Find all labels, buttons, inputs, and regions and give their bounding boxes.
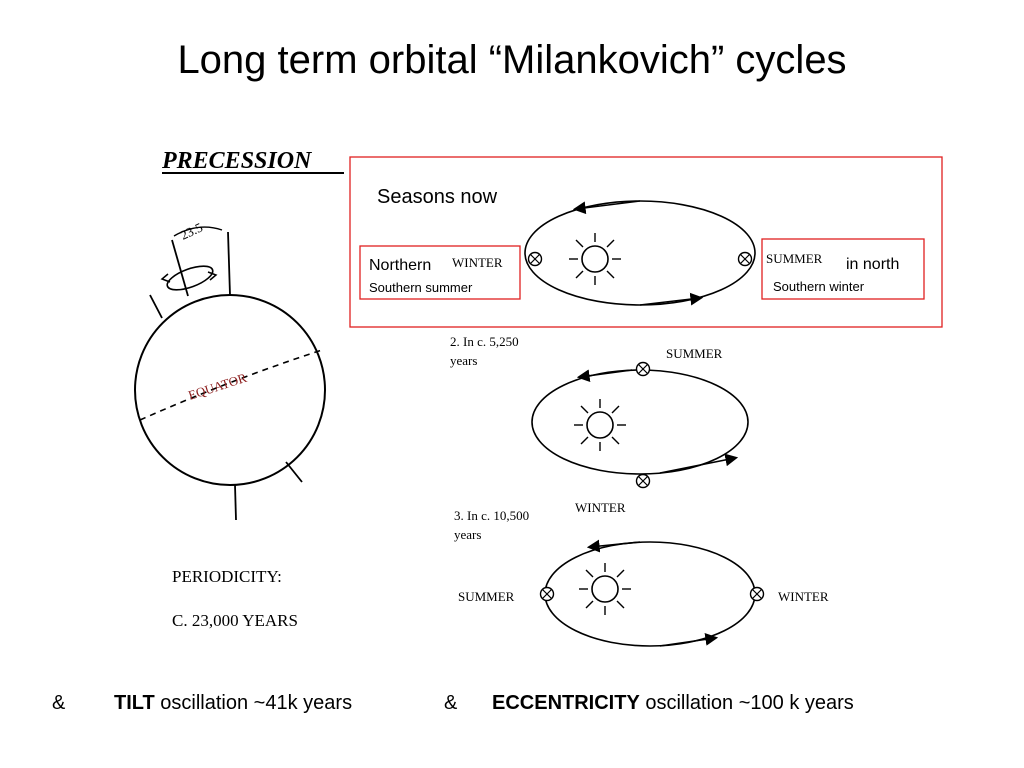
footer-tilt-text: oscillation ~41k years bbox=[160, 692, 353, 714]
periodicity-label: PERIODICITY: bbox=[172, 567, 282, 586]
orbit-now bbox=[524, 200, 756, 306]
axis-bottom-1 bbox=[234, 484, 237, 521]
orbit-now-arrow-bottom bbox=[639, 292, 704, 306]
slide-title: Long term orbital “Milankovich” cycles bbox=[177, 38, 847, 82]
precession-arrow-left bbox=[160, 273, 171, 283]
left-winter-label: WINTER bbox=[452, 255, 503, 270]
axis-tick-left bbox=[149, 294, 163, 319]
periodicity-value: C. 23,000 YEARS bbox=[172, 611, 298, 630]
right-summer-label: SUMMER bbox=[766, 251, 823, 266]
seasons-now-box bbox=[349, 156, 943, 328]
sun-icon-stage2 bbox=[574, 399, 626, 451]
earth-marker-stage3-right-icon bbox=[749, 586, 765, 602]
orbit-stage2-arrow-bottom bbox=[659, 453, 739, 474]
earth-marker-stage2-bottom-icon bbox=[635, 473, 651, 489]
stage2-caption-line1: 2. In c. 5,250 bbox=[450, 334, 519, 349]
vertical-axis-top bbox=[227, 231, 231, 296]
orbit-now-arrow-top bbox=[572, 200, 641, 215]
in-north-label: in north bbox=[846, 256, 899, 273]
footer-eccentricity: ECCENTRICITY bbox=[492, 692, 640, 714]
summer-in-north-box bbox=[761, 238, 925, 300]
tilted-axis-top bbox=[171, 239, 189, 297]
northern-winter-box bbox=[359, 245, 521, 300]
footer-tilt: TILT bbox=[114, 692, 155, 714]
seasons-now-heading: Seasons now bbox=[377, 186, 498, 208]
southern-winter-label: Southern winter bbox=[773, 279, 865, 294]
footer-tilt-group: TILT oscillation ~41k years bbox=[114, 692, 352, 715]
earth-marker-left-icon bbox=[527, 251, 543, 267]
equator-line bbox=[139, 349, 323, 421]
footer-eccentricity-text: oscillation ~100 k years bbox=[645, 692, 854, 714]
sun-icon bbox=[569, 233, 621, 285]
stage3-caption-line2: years bbox=[454, 527, 481, 542]
precession-ellipse bbox=[166, 265, 214, 291]
footer-eccentricity-group: ECCENTRICITY oscillation ~100 k years bbox=[492, 692, 854, 715]
axis-bottom-2 bbox=[285, 461, 303, 483]
earth-marker-stage2-top-icon bbox=[635, 361, 651, 377]
stage2-winter-label: WINTER bbox=[575, 500, 626, 515]
stage3-caption-line1: 3. In c. 10,500 bbox=[454, 508, 529, 523]
orbit-stage2-arrow-top bbox=[576, 369, 633, 383]
stage3-summer-label: SUMMER bbox=[458, 589, 515, 604]
southern-summer-label: Southern summer bbox=[369, 280, 473, 295]
earth-marker-stage3-left-icon bbox=[539, 586, 555, 602]
northern-label: Northern bbox=[369, 257, 431, 274]
precession-arrow-right bbox=[207, 271, 218, 281]
stage3-winter-label: WINTER bbox=[778, 589, 829, 604]
orbit-stage3-arrow-top bbox=[586, 539, 641, 553]
footer-amp-1: & bbox=[52, 692, 66, 714]
tilt-angle-arc bbox=[173, 226, 223, 237]
equator-label: EQUATOR bbox=[186, 370, 248, 403]
sun-icon-stage3 bbox=[579, 563, 631, 615]
orbit-stage3 bbox=[544, 541, 756, 647]
stage2-caption-line2: years bbox=[450, 353, 477, 368]
tilt-angle-label: 23.5 bbox=[178, 220, 205, 243]
footer-amp-2: & bbox=[444, 692, 458, 714]
stage2-summer-label: SUMMER bbox=[666, 346, 723, 361]
footer-line: & TILT oscillation ~41k years & ECCENTRI… bbox=[0, 690, 1024, 722]
earth-marker-right-icon bbox=[737, 251, 753, 267]
orbit-stage3-arrow-bottom bbox=[659, 633, 719, 647]
precession-heading: PRECESSION bbox=[161, 148, 313, 174]
orbit-stage2 bbox=[531, 369, 749, 475]
